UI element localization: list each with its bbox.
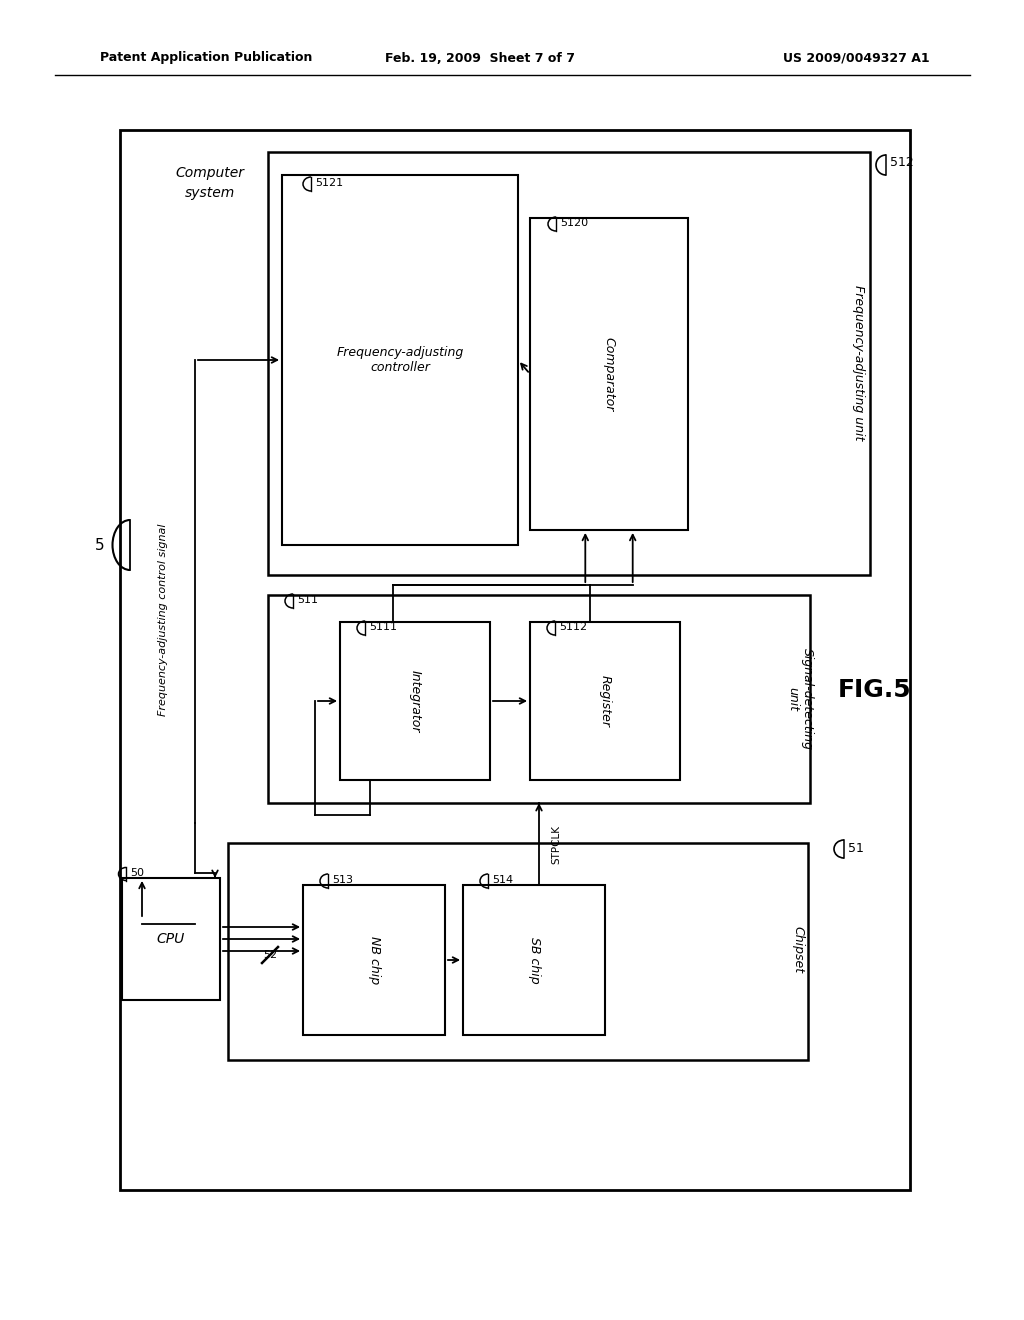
- Bar: [530, 218, 688, 531]
- Text: 50: 50: [130, 869, 144, 878]
- Text: 514: 514: [492, 875, 513, 884]
- Text: Signal-detecting
unit: Signal-detecting unit: [786, 648, 814, 750]
- Text: FIG.5: FIG.5: [839, 678, 911, 702]
- Text: Frequency-adjusting
controller: Frequency-adjusting controller: [336, 346, 464, 374]
- Text: 5112: 5112: [559, 622, 587, 632]
- Text: 511: 511: [297, 595, 318, 605]
- Text: NB chip: NB chip: [368, 936, 381, 985]
- Text: Feb. 19, 2009  Sheet 7 of 7: Feb. 19, 2009 Sheet 7 of 7: [385, 51, 575, 65]
- Text: 5120: 5120: [560, 218, 588, 228]
- Bar: [268, 595, 810, 803]
- Text: 513: 513: [332, 875, 353, 884]
- Text: Chipset: Chipset: [792, 927, 805, 974]
- Bar: [530, 622, 680, 780]
- Text: 5: 5: [95, 537, 104, 553]
- Text: Register: Register: [598, 675, 611, 727]
- Text: 52: 52: [263, 950, 278, 960]
- Text: system: system: [185, 186, 236, 201]
- Text: CPU: CPU: [157, 932, 185, 946]
- Text: 5111: 5111: [369, 622, 397, 632]
- Bar: [268, 152, 870, 576]
- Bar: [120, 129, 910, 1191]
- Bar: [122, 878, 220, 1001]
- Text: Frequency-adjusting control signal: Frequency-adjusting control signal: [158, 524, 168, 717]
- Text: 5121: 5121: [315, 178, 343, 187]
- Bar: [282, 176, 518, 545]
- Text: 51: 51: [848, 842, 864, 854]
- Text: 512: 512: [890, 157, 913, 169]
- Text: Integrator: Integrator: [409, 669, 422, 733]
- Text: SB chip: SB chip: [527, 937, 541, 983]
- Text: US 2009/0049327 A1: US 2009/0049327 A1: [783, 51, 930, 65]
- Bar: [340, 622, 490, 780]
- Text: Computer: Computer: [175, 166, 245, 180]
- Bar: [228, 843, 808, 1060]
- Text: STPCLK: STPCLK: [551, 825, 561, 863]
- Bar: [303, 884, 445, 1035]
- Text: Patent Application Publication: Patent Application Publication: [100, 51, 312, 65]
- Text: Comparator: Comparator: [602, 337, 615, 412]
- Bar: [463, 884, 605, 1035]
- Text: Frequency-adjusting unit: Frequency-adjusting unit: [852, 285, 864, 441]
